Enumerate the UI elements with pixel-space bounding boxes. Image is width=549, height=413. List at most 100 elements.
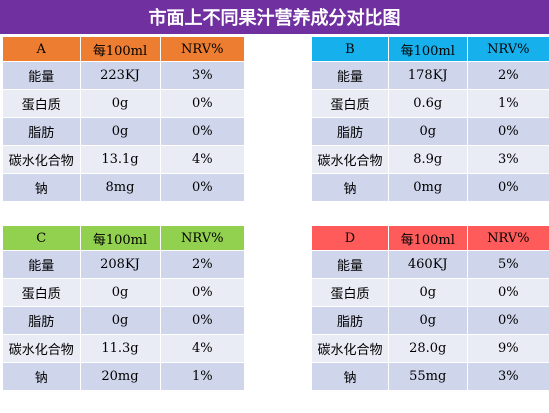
table-row: 碳水化合物 13.1g 4% bbox=[3, 145, 244, 174]
table-row: 脂肪 0g 0% bbox=[3, 306, 244, 335]
nrv-percent: 0% bbox=[467, 173, 549, 202]
column-header-per-100ml: 每100ml bbox=[80, 226, 161, 251]
nutrient-name: 钠 bbox=[312, 362, 389, 391]
nutrient-name: 脂肪 bbox=[3, 306, 81, 335]
nutrient-name: 碳水化合物 bbox=[312, 145, 389, 174]
amount-per-100ml: 0g bbox=[80, 278, 161, 307]
nutrient-name: 钠 bbox=[3, 173, 81, 202]
nrv-percent: 0% bbox=[160, 306, 244, 335]
amount-per-100ml: 0g bbox=[388, 306, 468, 335]
amount-per-100ml: 208KJ bbox=[80, 250, 161, 279]
nrv-percent: 0% bbox=[467, 278, 549, 307]
nutrient-name: 蛋白质 bbox=[312, 278, 389, 307]
nrv-percent: 4% bbox=[160, 334, 244, 363]
nrv-percent: 0% bbox=[160, 173, 244, 202]
column-header-nrv: NRV% bbox=[160, 226, 244, 251]
juice-table-a: A 每100ml NRV% 能量 223KJ 3% 蛋白质 0g 0% 脂肪 0g 0% 碳水化合物 13… bbox=[3, 37, 244, 202]
nutrient-name: 脂肪 bbox=[3, 117, 81, 146]
nrv-percent: 2% bbox=[467, 61, 549, 90]
table-row: 钠 55mg 3% bbox=[312, 362, 549, 391]
column-header-per-100ml: 每100ml bbox=[388, 37, 468, 62]
table-row: 钠 8mg 0% bbox=[3, 173, 244, 202]
amount-per-100ml: 0g bbox=[388, 278, 468, 307]
nutrient-name: 钠 bbox=[312, 173, 389, 202]
nrv-percent: 5% bbox=[467, 250, 549, 279]
nutrient-name: 脂肪 bbox=[312, 306, 389, 335]
nutrient-name: 蛋白质 bbox=[3, 278, 81, 307]
nrv-percent: 4% bbox=[160, 145, 244, 174]
amount-per-100ml: 223KJ bbox=[80, 61, 161, 90]
table-header-row: D 每100ml NRV% bbox=[312, 226, 549, 251]
juice-table-b: B 每100ml NRV% 能量 178KJ 2% 蛋白质 0.6g 1% 脂肪 0g 0% 碳水化合物… bbox=[312, 37, 549, 202]
amount-per-100ml: 0g bbox=[388, 117, 468, 146]
nutrient-name: 碳水化合物 bbox=[3, 334, 81, 363]
amount-per-100ml: 0.6g bbox=[388, 89, 468, 118]
amount-per-100ml: 8.9g bbox=[388, 145, 468, 174]
nrv-percent: 3% bbox=[467, 145, 549, 174]
nrv-percent: 0% bbox=[467, 117, 549, 146]
table-row: 碳水化合物 28.0g 9% bbox=[312, 334, 549, 363]
nutrient-name: 能量 bbox=[312, 61, 389, 90]
column-header-per-100ml: 每100ml bbox=[80, 37, 161, 62]
nutrient-name: 蛋白质 bbox=[3, 89, 81, 118]
table-label: C bbox=[3, 226, 81, 251]
column-header-nrv: NRV% bbox=[160, 37, 244, 62]
column-header-nrv: NRV% bbox=[467, 37, 549, 62]
amount-per-100ml: 55mg bbox=[388, 362, 468, 391]
amount-per-100ml: 0g bbox=[80, 89, 161, 118]
nutrient-name: 蛋白质 bbox=[312, 89, 389, 118]
amount-per-100ml: 11.3g bbox=[80, 334, 161, 363]
nrv-percent: 1% bbox=[467, 89, 549, 118]
nutrient-name: 钠 bbox=[3, 362, 81, 391]
nutrient-name: 脂肪 bbox=[312, 117, 389, 146]
amount-per-100ml: 0g bbox=[80, 306, 161, 335]
table-row: 能量 223KJ 3% bbox=[3, 61, 244, 90]
nutrient-name: 能量 bbox=[3, 250, 81, 279]
nrv-percent: 0% bbox=[160, 278, 244, 307]
nutrient-name: 能量 bbox=[3, 61, 81, 90]
column-header-per-100ml: 每100ml bbox=[388, 226, 468, 251]
page-title: 市面上不同果汁营养成分对比图 bbox=[148, 8, 401, 29]
table-header-row: C 每100ml NRV% bbox=[3, 226, 244, 251]
nrv-percent: 9% bbox=[467, 334, 549, 363]
amount-per-100ml: 13.1g bbox=[80, 145, 161, 174]
amount-per-100ml: 28.0g bbox=[388, 334, 468, 363]
table-row: 蛋白质 0.6g 1% bbox=[312, 89, 549, 118]
table-row: 蛋白质 0g 0% bbox=[3, 278, 244, 307]
nrv-percent: 0% bbox=[160, 117, 244, 146]
table-label: A bbox=[3, 37, 81, 62]
nrv-percent: 1% bbox=[160, 362, 244, 391]
table-row: 能量 460KJ 5% bbox=[312, 250, 549, 279]
amount-per-100ml: 20mg bbox=[80, 362, 161, 391]
nrv-percent: 3% bbox=[160, 61, 244, 90]
table-row: 脂肪 0g 0% bbox=[3, 117, 244, 146]
nrv-percent: 3% bbox=[467, 362, 549, 391]
table-row: 碳水化合物 11.3g 4% bbox=[3, 334, 244, 363]
amount-per-100ml: 8mg bbox=[80, 173, 161, 202]
table-label: B bbox=[312, 37, 389, 62]
amount-per-100ml: 460KJ bbox=[388, 250, 468, 279]
nutrient-name: 能量 bbox=[312, 250, 389, 279]
nrv-percent: 0% bbox=[160, 89, 244, 118]
table-row: 能量 178KJ 2% bbox=[312, 61, 549, 90]
juice-table-c: C 每100ml NRV% 能量 208KJ 2% 蛋白质 0g 0% 脂肪 0g 0% 碳水化合物 11… bbox=[3, 226, 244, 391]
amount-per-100ml: 0g bbox=[80, 117, 161, 146]
table-label: D bbox=[312, 226, 389, 251]
nutrient-name: 碳水化合物 bbox=[3, 145, 81, 174]
nrv-percent: 2% bbox=[160, 250, 244, 279]
nutrient-name: 碳水化合物 bbox=[312, 334, 389, 363]
table-row: 脂肪 0g 0% bbox=[312, 306, 549, 335]
table-row: 碳水化合物 8.9g 3% bbox=[312, 145, 549, 174]
column-header-nrv: NRV% bbox=[467, 226, 549, 251]
table-row: 蛋白质 0g 0% bbox=[3, 89, 244, 118]
amount-per-100ml: 0mg bbox=[388, 173, 468, 202]
table-header-row: B 每100ml NRV% bbox=[312, 37, 549, 62]
table-row: 蛋白质 0g 0% bbox=[312, 278, 549, 307]
table-row: 钠 0mg 0% bbox=[312, 173, 549, 202]
amount-per-100ml: 178KJ bbox=[388, 61, 468, 90]
table-row: 钠 20mg 1% bbox=[3, 362, 244, 391]
table-row: 能量 208KJ 2% bbox=[3, 250, 244, 279]
table-row: 脂肪 0g 0% bbox=[312, 117, 549, 146]
nrv-percent: 0% bbox=[467, 306, 549, 335]
table-header-row: A 每100ml NRV% bbox=[3, 37, 244, 62]
